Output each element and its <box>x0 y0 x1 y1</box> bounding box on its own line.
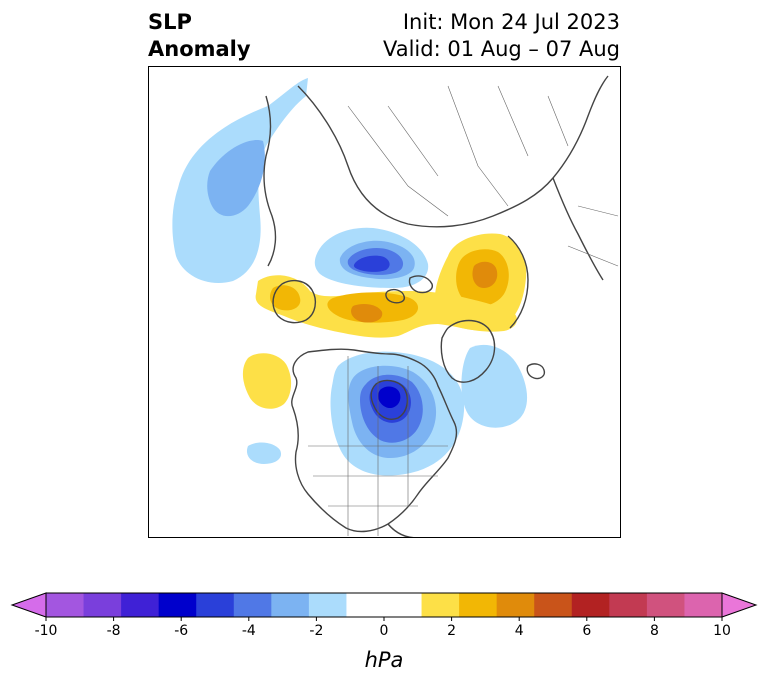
colorbar-tick-label: 6 <box>582 623 591 639</box>
colorbar-tick-label: 4 <box>515 623 524 639</box>
colorbar-tick-label: -4 <box>242 623 256 639</box>
positive-anomaly-ne-pacific <box>242 353 292 409</box>
colorbar-cell <box>421 593 460 617</box>
colorbar-cell <box>158 593 197 617</box>
contour-pos-1-2a <box>269 285 301 311</box>
negative-anomaly-pacific <box>172 78 308 284</box>
colorbar-cell <box>646 593 685 617</box>
valid-info: Init: Mon 24 Jul 2023 Valid: 01 Aug – 07… <box>383 9 620 63</box>
contour-neg-4-3 <box>378 386 401 408</box>
negative-anomaly-canada <box>330 351 465 476</box>
title-line-2: Anomaly <box>148 37 251 61</box>
negative-anomaly-arctic <box>314 227 429 288</box>
colorbar-tick-label: -2 <box>309 623 323 639</box>
colorbar-tick-label: 10 <box>713 623 731 639</box>
colorbar-tick-label: -6 <box>174 623 188 639</box>
contour-pos-2-2 <box>351 304 383 323</box>
colorbar-cell <box>459 593 498 617</box>
colorbar-cell <box>46 593 85 617</box>
colorbar-cell <box>83 593 122 617</box>
colorbar-tick-label: -8 <box>107 623 121 639</box>
colorbar-cell <box>384 593 423 617</box>
title-line-1: SLP <box>148 10 192 34</box>
negative-anomaly-west-us <box>246 442 282 464</box>
colorbar-unit-label: hPa <box>364 648 404 672</box>
contour-neg-1 <box>207 140 265 217</box>
colorbar-extend-min <box>10 592 47 618</box>
colorbar-cell <box>271 593 310 617</box>
colorbar-cell <box>496 593 535 617</box>
colorbar-cell <box>121 593 160 617</box>
positive-anomaly-band <box>255 275 517 338</box>
valid-label: Valid: 01 Aug – 07 Aug <box>382 37 620 61</box>
colorbar-tick-label: 8 <box>650 623 659 639</box>
colorbar-tick-label: -10 <box>35 623 58 639</box>
colorbar-cell <box>233 593 272 617</box>
contour-pos-2 <box>472 261 498 288</box>
init-label: Init: Mon 24 Jul 2023 <box>402 10 620 34</box>
colorbar-cell <box>534 593 573 617</box>
anomaly-map <box>148 66 621 538</box>
contour-neg-3-2 <box>353 255 390 272</box>
borders <box>308 85 619 536</box>
colorbar-cell <box>684 593 723 617</box>
colorbar-cell <box>346 593 385 617</box>
colorbar-cell <box>196 593 235 617</box>
colorbar-tick-label: 0 <box>380 623 389 639</box>
negative-anomaly-atlantic <box>461 344 528 428</box>
coastlines <box>263 75 609 538</box>
colorbar-tick-label: 2 <box>447 623 456 639</box>
colorbar-cell <box>571 593 610 617</box>
colorbar-cell <box>609 593 648 617</box>
chart-title: SLP Anomaly <box>148 9 251 63</box>
colorbar: -10 -8 -6 -4 -2 0 2 4 6 8 10 <box>10 592 758 639</box>
colorbar-extend-max <box>721 592 758 618</box>
colorbar-cell <box>308 593 347 617</box>
map-frame <box>148 66 621 538</box>
